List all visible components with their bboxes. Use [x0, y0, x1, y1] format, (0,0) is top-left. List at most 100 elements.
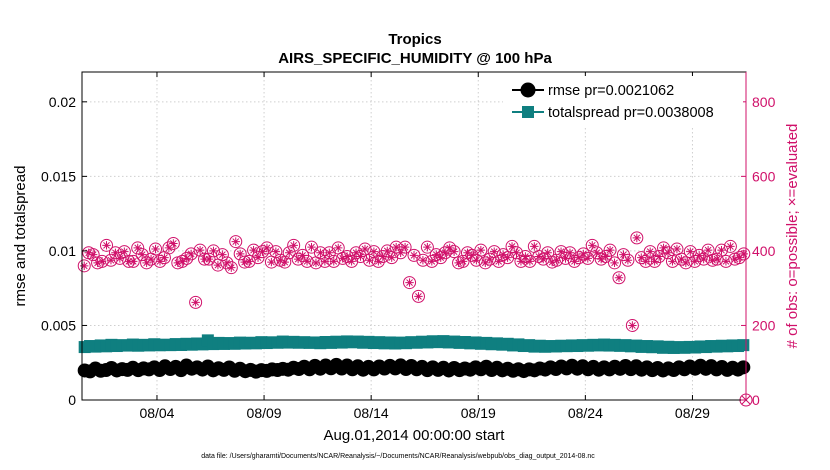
obs-evaluated-point [218, 250, 227, 259]
obs-evaluated-point [84, 248, 93, 257]
y-ticks: 0 0.005 0.01 0.015 0.02 [41, 94, 87, 408]
obs-evaluated-point [645, 247, 655, 256]
y-tick-label-right: 800 [752, 94, 776, 110]
obs-evaluated-point [521, 252, 530, 261]
obs-evaluated-point [556, 247, 566, 256]
obs-evaluated-point [467, 251, 477, 260]
x-tick-label: 08/19 [461, 405, 496, 421]
obs-possible-point [175, 254, 189, 268]
obs-possible-point [166, 236, 180, 250]
obs-possible-point [224, 261, 238, 275]
obs-possible-point [657, 241, 671, 255]
obs-possible-point [603, 243, 617, 257]
obs-possible-point [242, 254, 256, 268]
obs-evaluated-point [262, 243, 272, 253]
obs-possible-point [505, 239, 519, 253]
obs-evaluated-point [160, 253, 169, 262]
obs-evaluated-point [440, 248, 450, 257]
obs-evaluated-point [561, 254, 570, 263]
obs-evaluated-point [530, 242, 539, 251]
obs-evaluated-point [516, 257, 526, 266]
obs-evaluated-point [472, 256, 481, 265]
obs-possible-point [229, 235, 243, 249]
obs-possible-point [550, 253, 564, 267]
y-tick-label-right: 0 [752, 392, 760, 408]
obs-evaluated-point [267, 257, 276, 267]
obs-evaluated-point [650, 257, 659, 266]
obs-evaluated-point [173, 258, 183, 268]
obs-evaluated-point [610, 258, 619, 268]
obs-evaluated-point [146, 254, 156, 264]
obs-possible-point [492, 254, 506, 268]
y-tick-label: 0.02 [49, 94, 76, 110]
obs-evaluated-point [512, 248, 521, 257]
obs-possible-point [247, 243, 261, 257]
obs-possible-point [362, 253, 376, 267]
obs-evaluated-point [276, 256, 285, 265]
obs-evaluated-point [668, 257, 677, 266]
obs-possible-point [416, 253, 430, 267]
obs-possible-point [434, 251, 448, 265]
obs-evaluated-point [383, 246, 392, 256]
obs-evaluated-point [418, 256, 428, 265]
x-tick-label: 08/14 [354, 405, 389, 421]
obs-evaluated-point [316, 248, 325, 257]
legend-box [503, 76, 743, 126]
obs-evaluated-point [329, 257, 338, 266]
obs-evaluated-point [632, 233, 642, 243]
obs-evaluated-point [476, 245, 486, 255]
obs-possible-point [184, 247, 198, 261]
obs-evaluated-point [391, 242, 401, 252]
obs-evaluated-point [253, 253, 263, 262]
obs-possible-point [260, 241, 274, 255]
obs-possible-point [567, 254, 581, 268]
obs-possible-point [86, 248, 100, 262]
y-tick-label: 0.005 [41, 317, 76, 333]
obs-possible-point [202, 252, 216, 266]
obs-evaluated-point [490, 247, 499, 256]
obs-evaluated-point [628, 321, 637, 330]
obs-possible-point [732, 251, 746, 265]
obs-evaluated-point [699, 254, 708, 264]
data-file-footnote: data file: /Users/gharamti/Documents/NCA… [201, 453, 595, 460]
y-ticks-right: 0 200 400 600 800 [741, 94, 776, 408]
obs-evaluated-point [654, 252, 664, 261]
obs-possible-point [340, 250, 354, 263]
obs-evaluated-point [342, 252, 352, 261]
obs-evaluated-point [213, 260, 223, 270]
obs-evaluated-point [588, 241, 597, 250]
obs-evaluated-point [209, 246, 218, 256]
obs-possible-point [269, 245, 283, 259]
obs-evaluated-point [619, 250, 628, 259]
obs-evaluated-point [721, 257, 731, 266]
obs-evaluated-point [663, 248, 673, 257]
obs-evaluated-point [686, 247, 695, 256]
obs-evaluated-point [690, 257, 699, 266]
obs-possible-point [652, 250, 666, 263]
obs-evaluated-point [302, 257, 312, 266]
obs-possible-point [189, 295, 203, 309]
obs-possible-point [674, 252, 688, 266]
obs-evaluated-point [503, 253, 512, 262]
obs-evaluated-point [681, 258, 691, 268]
obs-evaluated-point [605, 245, 615, 255]
obs-possible-point [135, 248, 149, 262]
x-tick-label: 08/04 [139, 405, 174, 421]
obs-evaluated-point [414, 292, 423, 301]
obs-possible-point [255, 245, 269, 259]
legend-totalspread-label: totalspread pr=0.0038008 [548, 105, 714, 121]
obs-possible-point [585, 238, 599, 252]
obs-evaluated-point [231, 237, 240, 246]
totalspread-point [737, 339, 750, 352]
obs-evaluated-point [97, 257, 107, 266]
obs-possible-point [554, 245, 568, 259]
obs-evaluated-point [708, 256, 717, 265]
obs-possible-point [714, 243, 728, 257]
obs-evaluated-point [356, 252, 365, 261]
obs-evaluated-point [169, 239, 178, 248]
obs-possible-point [737, 247, 751, 261]
obs-evaluated-point [338, 254, 347, 263]
x-tick-label: 08/29 [675, 405, 710, 421]
obs-evaluated-point [365, 256, 374, 265]
